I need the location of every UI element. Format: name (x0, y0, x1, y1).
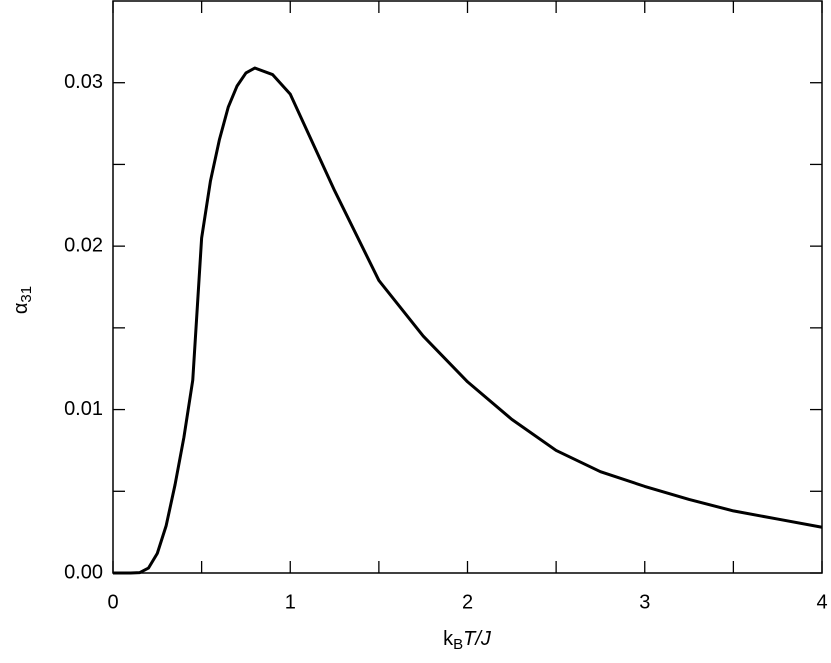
y-tick-label: 0.03 (64, 71, 103, 93)
y-tick-label: 0.01 (64, 398, 103, 420)
x-label-base: k (443, 628, 454, 650)
x-tick-label: 3 (639, 591, 650, 613)
x-label-sub: B (453, 636, 463, 653)
y-axis-label: α31 (10, 286, 35, 314)
x-tick-label: 4 (816, 591, 827, 613)
y-tick-label: 0.00 (64, 561, 103, 583)
data-line (113, 66, 823, 575)
y-tick-label: 0.02 (64, 234, 103, 256)
y-label-base: α (10, 303, 32, 315)
x-tick-label: 2 (462, 591, 473, 613)
x-axis-label: kBT/J (443, 628, 492, 653)
plot-frame (112, 0, 823, 574)
x-tick-label: 1 (285, 591, 296, 613)
x-label-tail: T/J (463, 628, 492, 650)
x-tick-label: 0 (107, 591, 118, 613)
y-label-sub: 31 (18, 286, 35, 303)
